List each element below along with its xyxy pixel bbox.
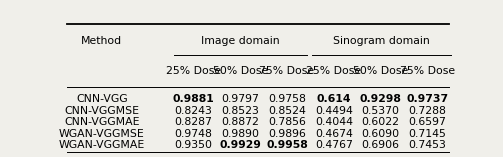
Text: 0.5370: 0.5370 <box>362 106 399 116</box>
Text: Method: Method <box>81 36 122 46</box>
Text: 0.9797: 0.9797 <box>221 94 259 104</box>
Text: 0.8523: 0.8523 <box>221 106 259 116</box>
Text: 50% Dose: 50% Dose <box>353 66 408 76</box>
Text: WGAN-VGGMAE: WGAN-VGGMAE <box>59 140 145 150</box>
Text: 0.8243: 0.8243 <box>175 106 212 116</box>
Text: 0.9896: 0.9896 <box>268 129 306 139</box>
Text: 0.7856: 0.7856 <box>268 117 306 127</box>
Text: CNN-VGGMSE: CNN-VGGMSE <box>64 106 139 116</box>
Text: WGAN-VGGMSE: WGAN-VGGMSE <box>59 129 145 139</box>
Text: 0.7453: 0.7453 <box>408 140 446 150</box>
Text: 0.9958: 0.9958 <box>266 140 308 150</box>
Text: 0.8524: 0.8524 <box>268 106 306 116</box>
Text: 0.9758: 0.9758 <box>268 94 306 104</box>
Text: CNN-VGGMAE: CNN-VGGMAE <box>64 117 140 127</box>
Text: 25% Dose: 25% Dose <box>166 66 221 76</box>
Text: 0.7145: 0.7145 <box>408 129 446 139</box>
Text: 0.9350: 0.9350 <box>175 140 212 150</box>
Text: Sinogram domain: Sinogram domain <box>333 36 430 46</box>
Text: Image domain: Image domain <box>201 36 280 46</box>
Text: 0.6022: 0.6022 <box>362 117 399 127</box>
Text: 0.9737: 0.9737 <box>406 94 448 104</box>
Text: 50% Dose: 50% Dose <box>213 66 268 76</box>
Text: 0.9929: 0.9929 <box>219 140 261 150</box>
Text: 0.4044: 0.4044 <box>315 117 353 127</box>
Text: 0.8872: 0.8872 <box>221 117 259 127</box>
Text: 0.4494: 0.4494 <box>315 106 353 116</box>
Text: 0.9298: 0.9298 <box>360 94 401 104</box>
Text: 0.8287: 0.8287 <box>175 117 212 127</box>
Text: 0.614: 0.614 <box>316 94 351 104</box>
Text: 0.9748: 0.9748 <box>175 129 212 139</box>
Text: 0.6090: 0.6090 <box>362 129 400 139</box>
Text: 75% Dose: 75% Dose <box>400 66 455 76</box>
Text: 75% Dose: 75% Dose <box>260 66 314 76</box>
Text: 0.6597: 0.6597 <box>408 117 446 127</box>
Text: 0.4767: 0.4767 <box>315 140 353 150</box>
Text: 0.6906: 0.6906 <box>362 140 399 150</box>
Text: 0.9890: 0.9890 <box>221 129 259 139</box>
Text: 0.9881: 0.9881 <box>173 94 214 104</box>
Text: CNN-VGG: CNN-VGG <box>76 94 128 104</box>
Text: 0.4674: 0.4674 <box>315 129 353 139</box>
Text: 0.7288: 0.7288 <box>408 106 446 116</box>
Text: 25% Dose: 25% Dose <box>306 66 361 76</box>
